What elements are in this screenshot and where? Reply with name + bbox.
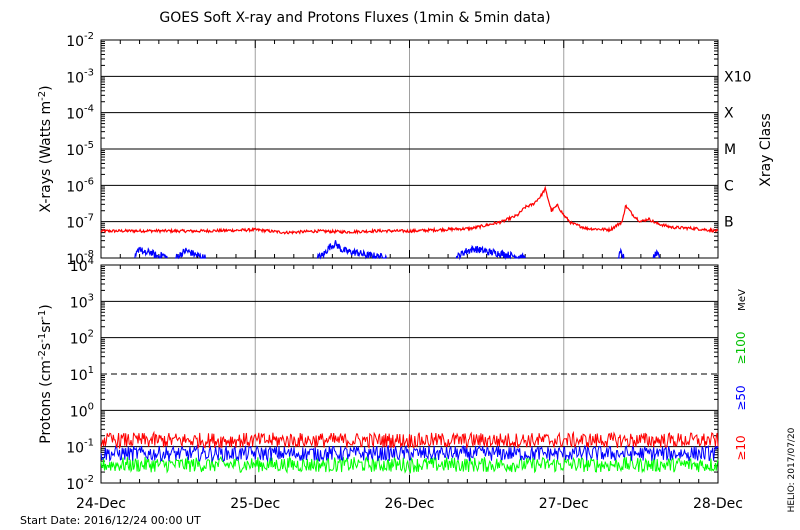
proton-y-tick-label: 102	[70, 329, 94, 348]
proton-series-green	[100, 455, 719, 475]
proton-mev-label: MeV	[737, 289, 748, 311]
proton-series-blue	[100, 444, 719, 463]
proton-y-tick-label: 10-2	[66, 474, 94, 493]
x-tick-label: 26-Dec	[385, 496, 435, 512]
xray-y-tick-label: 10-4	[66, 104, 94, 123]
proton-y-tick-label: 10-1	[66, 438, 94, 457]
proton-grid	[100, 265, 719, 483]
proton-50mev-label: ≥50	[734, 385, 748, 410]
xray-short-wave-series	[175, 247, 206, 260]
xray-class-axis-label: Xray Class	[758, 113, 774, 187]
xray-long-wave-series	[100, 185, 719, 235]
xray-class-label: B	[724, 215, 734, 231]
xray-grid	[100, 40, 719, 258]
xray-y-tick-label: 10-6	[66, 176, 94, 195]
xray-class-label: X	[724, 106, 734, 122]
proton-series-red	[100, 430, 719, 450]
xray-short-wave-series	[316, 240, 387, 260]
proton-10mev-label: ≥10	[734, 435, 748, 460]
xray-class-label: M	[724, 142, 736, 158]
xray-y-tick-label: 10-5	[66, 140, 94, 159]
x-tick-label: 28-Dec	[693, 496, 743, 512]
xray-class-label: C	[724, 178, 734, 194]
proton-y-tick-label: 100	[70, 401, 94, 420]
proton-100mev-label: ≥100	[734, 332, 748, 365]
xray-y-tick-label: 10-3	[66, 67, 94, 86]
x-tick-label: 27-Dec	[539, 496, 589, 512]
proton-ylabel: Protons (cm-2s-1sr-1)	[37, 304, 54, 443]
proton-series	[100, 430, 719, 475]
xray-y-tick-label: 10-2	[66, 31, 94, 50]
proton-y-tick-label: 103	[70, 292, 94, 311]
start-date: Start Date: 2016/12/24 00:00 UT	[20, 514, 201, 527]
chart-title: GOES Soft X-ray and Protons Fluxes (1min…	[159, 10, 550, 26]
proton-y-tick-label: 104	[70, 256, 94, 275]
xray-y-tick-label: 10-7	[66, 213, 94, 232]
xray-y-tick-label: 10-8	[66, 249, 94, 268]
xray-ylabel: X-rays (Watts m-2)	[37, 85, 54, 212]
xray-series	[100, 185, 719, 261]
xray-short-wave-series	[652, 248, 660, 259]
xray-class-label: X10	[724, 69, 751, 85]
credit-label: HELIO: 2017/07/20	[787, 427, 797, 512]
x-tick-label: 25-Dec	[230, 496, 280, 512]
xray-short-wave-series	[134, 246, 168, 259]
xray-short-wave-series	[455, 244, 526, 261]
proton-y-tick-label: 101	[70, 365, 94, 384]
axes-text: 24-Dec 25-Dec 26-Dec 27-Dec 28-Dec 10-2 10-3 10…	[66, 31, 751, 512]
xray-short-wave-series	[617, 247, 625, 260]
x-tick-label: 24-Dec	[76, 496, 126, 512]
